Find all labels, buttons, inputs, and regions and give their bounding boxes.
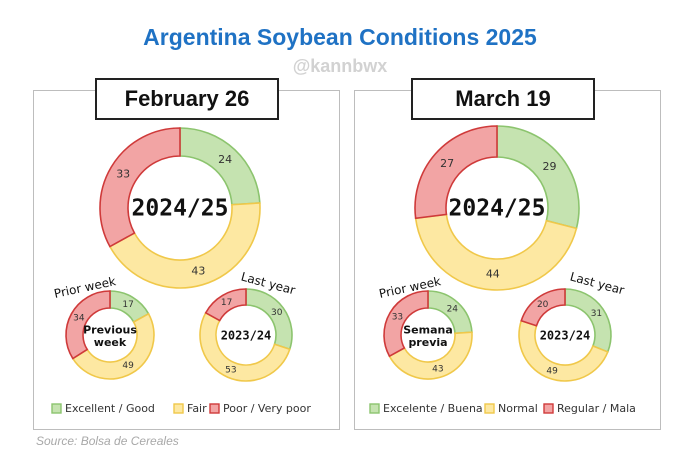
panel1-last-slice-1 — [518, 319, 609, 382]
panel0-last-value-label-2: 17 — [221, 298, 232, 308]
panel1-prior-value-label-2: 33 — [392, 312, 403, 322]
panel1-last-value-label-2: 20 — [537, 300, 549, 310]
panel0-prior-slice-2 — [65, 290, 111, 360]
panel0-legend-swatch-1 — [173, 403, 184, 414]
panel0-main-slice-1 — [108, 202, 261, 289]
panel0-last-value-label-1: 53 — [225, 365, 236, 375]
source-note: Source: Bolsa de Cereales — [36, 434, 179, 448]
panel-date-february: February 26 — [95, 78, 279, 120]
panel0-legend-label-1: Fair — [187, 402, 207, 415]
panel0-main-center-label: 2024/25 — [132, 196, 229, 222]
panel1-prior-slice-1 — [388, 331, 473, 380]
panel1-legend-label-1: Normal — [498, 402, 538, 415]
panel1-prior-value-label-0: 24 — [447, 305, 459, 315]
panel0-last-slice-2 — [204, 288, 247, 322]
panel0-main-slice-0 — [179, 127, 261, 206]
panel0-main-value-label-1: 43 — [191, 264, 205, 277]
panel1-main-slice-2 — [414, 125, 498, 220]
panel0-main-value-label-0: 24 — [218, 153, 232, 166]
panel0-prior-value-label-0: 17 — [122, 300, 133, 310]
watermark: @kannbwx — [292, 56, 388, 76]
panel1-prior-slice-2 — [383, 290, 429, 358]
panel0-last-center-label: 2023/24 — [221, 329, 272, 343]
panel0-prior-slice-1 — [71, 312, 155, 380]
chart-title: Argentina Soybean Conditions 2025 — [143, 24, 537, 50]
panel0-prior-center-label: Previous week — [83, 323, 137, 349]
panel1-last-center-label: 2023/24 — [540, 329, 591, 343]
panel-date-march: March 19 — [411, 78, 595, 120]
panel0-main-value-label-2: 33 — [116, 167, 130, 180]
panel0-legend-swatch-0 — [51, 403, 62, 414]
panel0-legend-label-2: Poor / Very poor — [223, 402, 311, 415]
panel0-legend-swatch-2 — [209, 403, 220, 414]
panel0-prior-value-label-1: 49 — [122, 361, 134, 371]
panel0-last-value-label-0: 30 — [271, 308, 283, 318]
panel1-legend-label-0: Excelente / Buena — [383, 402, 483, 415]
panel1-last-value-label-1: 49 — [546, 366, 558, 376]
panel1-main-slice-1 — [414, 213, 578, 291]
panel0-prior-value-label-2: 34 — [73, 313, 85, 323]
panel1-last-value-label-0: 31 — [591, 309, 602, 319]
panel1-main-value-label-2: 27 — [440, 157, 454, 170]
panel1-legend-label-2: Regular / Mala — [557, 402, 636, 415]
panel0-legend-label-0: Excellent / Good — [65, 402, 155, 415]
panel0-last-slice-1 — [199, 311, 291, 382]
panel1-legend-swatch-2 — [543, 403, 554, 414]
panel1-main-value-label-0: 29 — [543, 160, 557, 173]
panel1-legend-swatch-0 — [369, 403, 380, 414]
panel0-main-slice-2 — [99, 127, 181, 248]
panel1-prior-value-label-1: 43 — [432, 365, 443, 375]
panel1-main-center-label: 2024/25 — [449, 196, 546, 222]
panel1-main-value-label-1: 44 — [486, 267, 500, 280]
panel1-legend-swatch-1 — [484, 403, 495, 414]
panel1-prior-center-label: Semana previa — [403, 323, 453, 349]
panel1-last-slice-2 — [520, 288, 566, 327]
